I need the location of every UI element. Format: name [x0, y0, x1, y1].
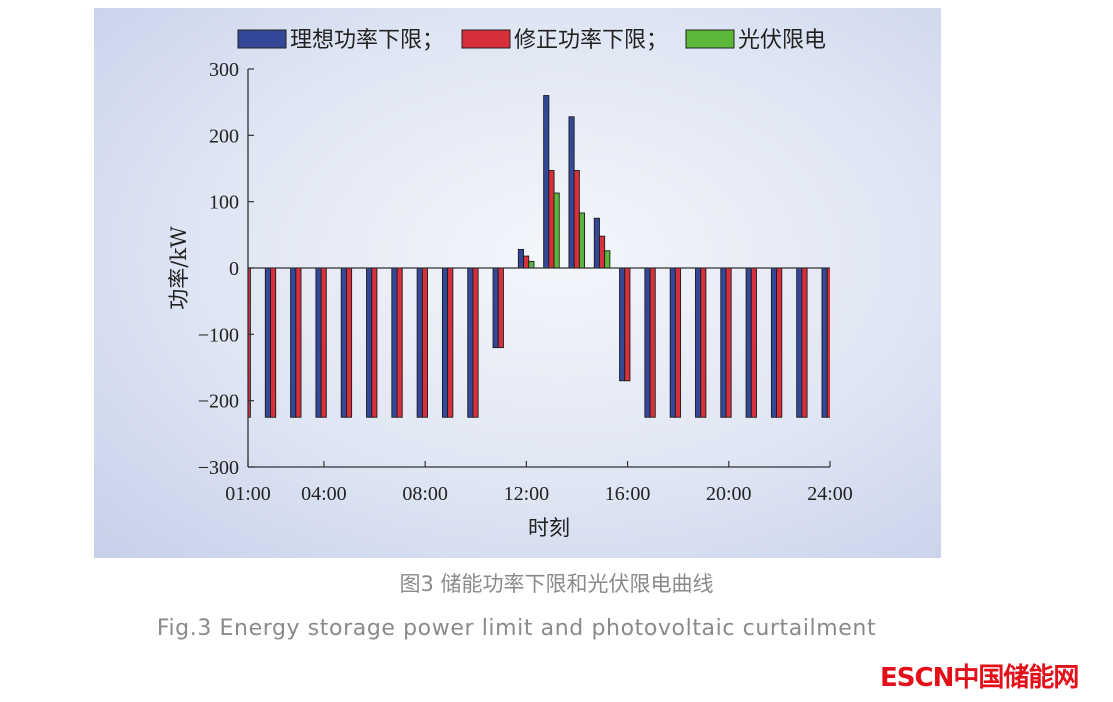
bar-pv-curtail-15 — [604, 250, 611, 269]
bar-ideal-14 — [568, 116, 575, 269]
figure-caption-en: Fig.3 Energy storage power limit and pho… — [156, 616, 877, 641]
bar-ideal-21 — [745, 267, 752, 418]
x-tick-label: 01:00 — [225, 483, 271, 505]
bar-ideal-20 — [720, 267, 727, 418]
bar-corrected-8 — [421, 267, 428, 418]
bar-ideal-1 — [240, 268, 245, 417]
bar-corrected-13 — [548, 170, 555, 269]
legend-label: 修正功率下限； — [514, 28, 668, 53]
legend-label: 光伏限电 — [738, 28, 826, 53]
bar-ideal-6 — [366, 267, 373, 418]
bar-corrected-14 — [573, 170, 580, 269]
bar-corrected-18 — [674, 267, 682, 418]
bar-ideal-5 — [340, 267, 347, 418]
bar-corrected-3 — [295, 267, 302, 418]
legend-label: 理想功率下限； — [290, 28, 444, 53]
bar-ideal-11 — [492, 267, 499, 349]
bar-corrected-7 — [396, 267, 403, 418]
bar-corrected-17 — [649, 267, 656, 418]
x-axis-label: 时刻 — [528, 516, 570, 540]
legend-swatch — [461, 29, 511, 49]
y-axis-label: 功率/kW — [167, 226, 191, 310]
bar-corrected-20 — [725, 267, 732, 418]
bar-corrected-4 — [320, 267, 327, 418]
x-tick-label: 08:00 — [402, 483, 448, 505]
bar-corrected-5 — [345, 267, 353, 418]
bar-ideal-15 — [593, 217, 600, 269]
x-tick-label: 24:00 — [807, 483, 853, 505]
bar-corrected-16 — [624, 267, 631, 382]
bar-corrected-12 — [523, 255, 530, 269]
y-tick-label: 200 — [209, 125, 239, 147]
bar-corrected-21 — [750, 267, 757, 418]
bar-chart: 300 200 100 0 −100 −200 −300 01:00 04:00 08:00 12:… — [167, 28, 853, 540]
chart-panel: 300 200 100 0 −100 −200 −300 01:00 04:00 08:00 12:… — [94, 8, 941, 558]
x-tick-label: 04:00 — [301, 483, 347, 505]
legend-swatch — [685, 29, 735, 49]
x-tick-label: 20:00 — [706, 483, 752, 505]
bar-ideal-23 — [796, 267, 803, 418]
bar-corrected-24 — [826, 267, 830, 418]
bar-ideal-24 — [821, 267, 828, 418]
bar-corrected-15 — [599, 235, 606, 269]
bar-corrected-11 — [497, 267, 504, 349]
escn-logo: ESCN中国储能网 — [880, 663, 1079, 693]
bar-ideal-12 — [517, 248, 524, 269]
bar-ideal-2 — [264, 267, 271, 418]
bar-corrected-6 — [371, 267, 378, 418]
bar-corrected-1 — [248, 267, 251, 418]
bar-ideal-17 — [644, 267, 651, 418]
y-tick-label: 100 — [209, 192, 239, 214]
x-tick-label: 16:00 — [605, 483, 651, 505]
legend-swatch — [237, 29, 287, 49]
bar-ideal-7 — [391, 267, 398, 418]
bar-pv-curtail-14 — [578, 212, 586, 269]
bar-ideal-8 — [416, 267, 423, 418]
bar-corrected-19 — [700, 267, 707, 418]
bar-ideal-13 — [543, 95, 550, 269]
bar-corrected-22 — [776, 267, 783, 418]
bar-ideal-3 — [290, 267, 297, 418]
bar-ideal-10 — [467, 267, 474, 418]
bar-corrected-2 — [270, 267, 277, 418]
bar-corrected-23 — [801, 267, 808, 418]
bar-pv-curtail-13 — [553, 192, 560, 269]
bar-ideal-22 — [770, 267, 778, 418]
bars-group — [240, 95, 830, 418]
bar-ideal-18 — [669, 267, 676, 418]
y-tick-label: 300 — [209, 59, 239, 81]
y-tick-label: 0 — [229, 258, 239, 280]
bar-corrected-10 — [472, 267, 479, 418]
bar-ideal-19 — [695, 267, 702, 418]
figure-caption-cn: 图3 储能功率下限和光伏限电曲线 — [399, 572, 714, 596]
bar-ideal-4 — [315, 267, 322, 418]
y-tick-label: −200 — [198, 391, 239, 413]
y-tick-label: −100 — [198, 324, 239, 346]
bar-corrected-9 — [447, 267, 454, 418]
x-tick-label: 12:00 — [504, 483, 550, 505]
bar-ideal-16 — [619, 267, 626, 382]
y-tick-label: −300 — [198, 457, 239, 479]
bar-ideal-9 — [441, 267, 449, 418]
bar-pv-curtail-12 — [528, 260, 535, 269]
